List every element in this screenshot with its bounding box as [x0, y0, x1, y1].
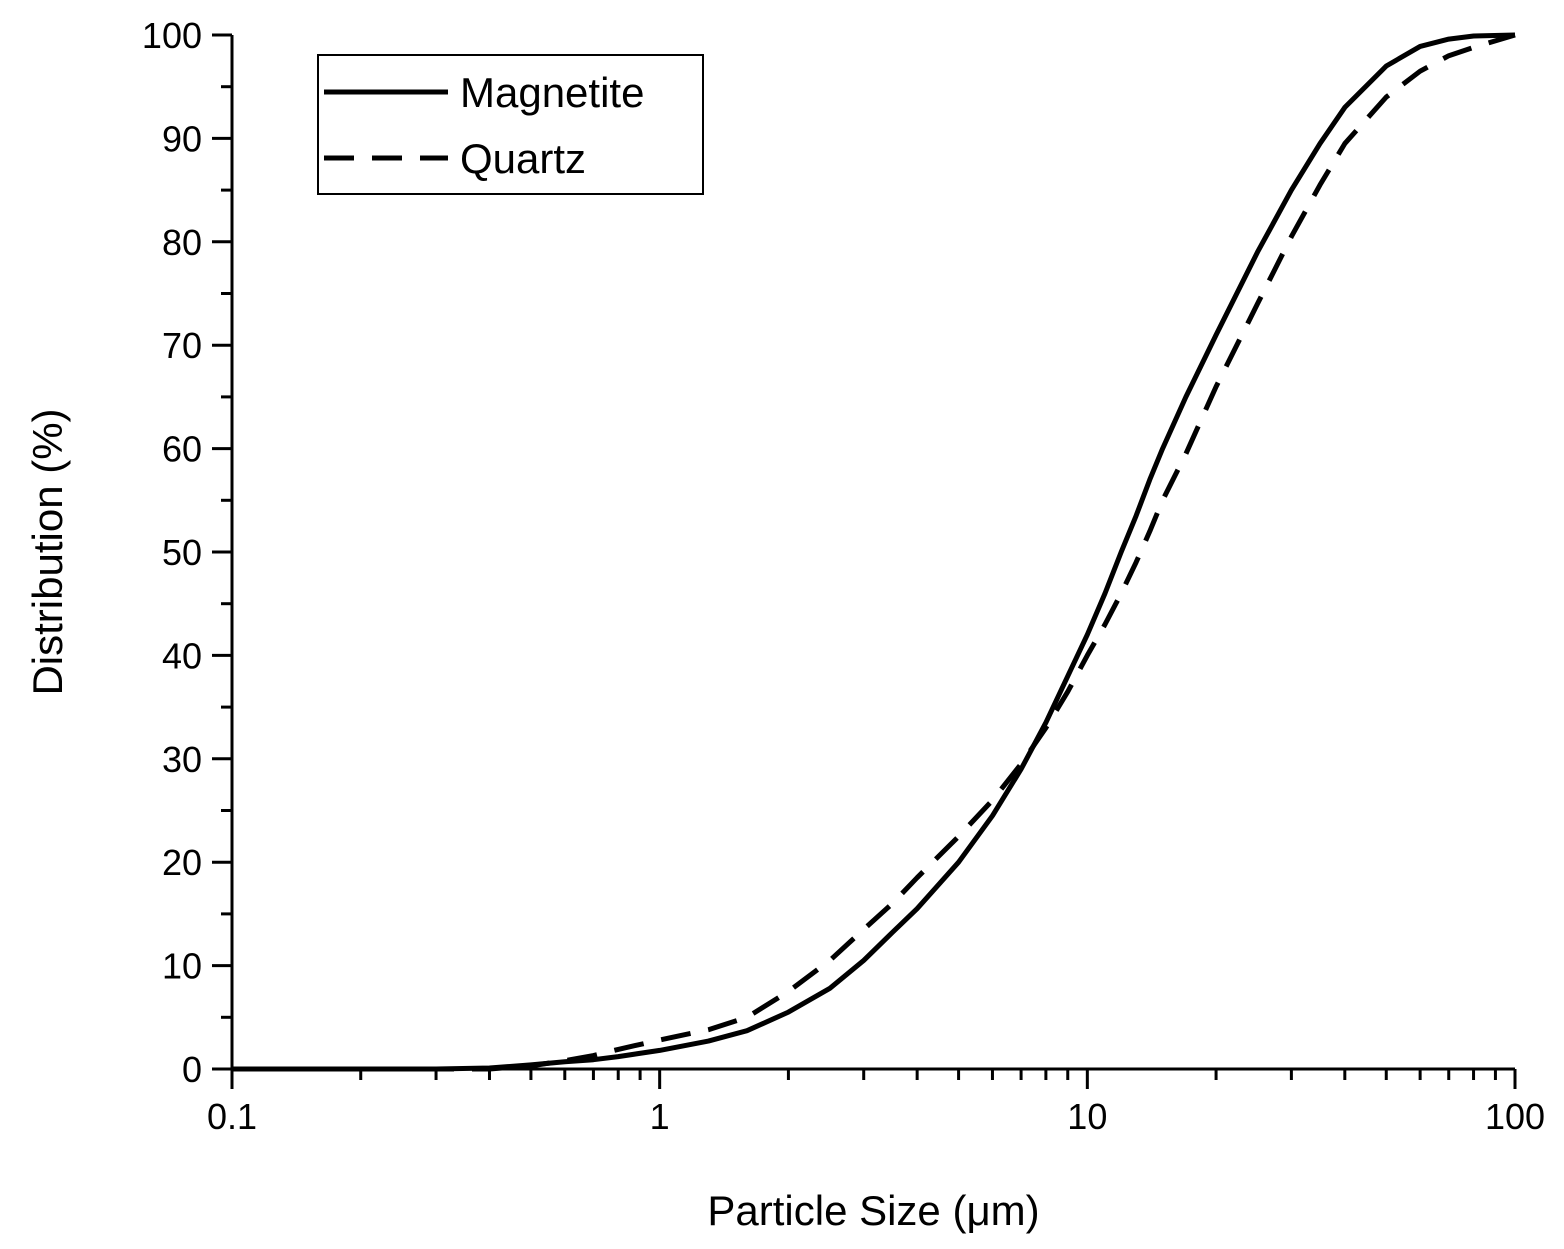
x-tick-label: 0.1	[207, 1096, 257, 1137]
y-axis-title: Distribution (%)	[24, 408, 71, 695]
y-tick-label: 70	[162, 325, 202, 366]
y-tick-label: 40	[162, 635, 202, 676]
y-tick-label: 80	[162, 222, 202, 263]
y-tick-label: 0	[182, 1049, 202, 1090]
quartz-series-line	[232, 32, 1516, 1072]
legend-label-quartz: Quartz	[460, 135, 586, 182]
x-axis-title: Particle Size (μm)	[707, 1187, 1039, 1234]
y-tick-label: 100	[142, 15, 202, 56]
y-tick-label: 60	[162, 429, 202, 470]
magnetite-series-line	[232, 32, 1516, 1072]
x-tick-label: 100	[1485, 1096, 1545, 1137]
x-tick-label: 1	[650, 1096, 670, 1137]
y-tick-label: 10	[162, 946, 202, 987]
y-tick-label: 20	[162, 842, 202, 883]
legend-box	[317, 54, 704, 195]
y-tick-label: 50	[162, 532, 202, 573]
x-tick-label: 10	[1067, 1096, 1107, 1137]
y-tick-label: 30	[162, 739, 202, 780]
legend-label-magnetite: Magnetite	[460, 69, 644, 116]
y-tick-label: 90	[162, 118, 202, 159]
